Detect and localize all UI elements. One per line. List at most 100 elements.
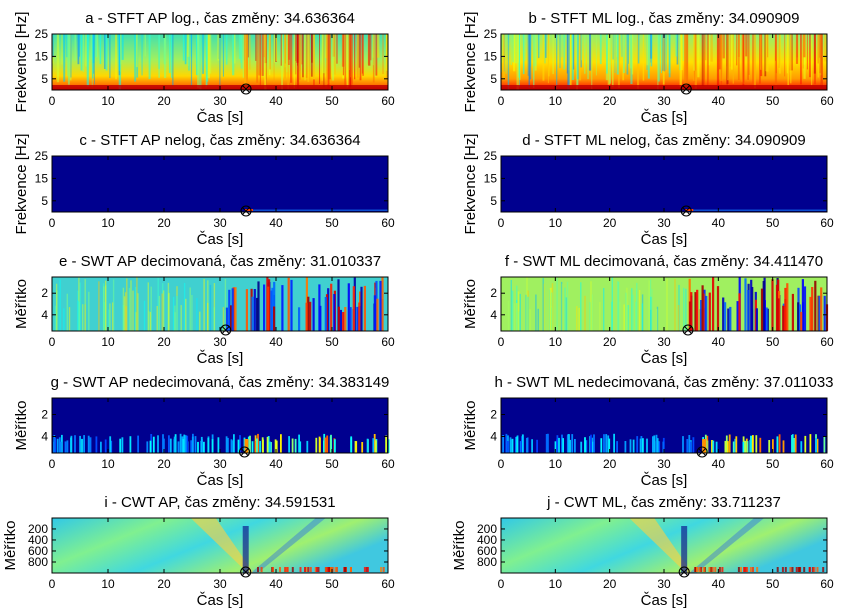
coefficient-bar <box>177 441 180 453</box>
coefficient-bar <box>110 440 113 453</box>
coefficient-bar <box>556 277 558 331</box>
y-tick-label: 2 <box>490 408 497 422</box>
coefficient-bar <box>694 292 697 331</box>
coefficient-bar <box>349 567 352 572</box>
texture-streak <box>328 34 331 83</box>
texture-streak <box>731 34 734 70</box>
coefficient-bar <box>305 302 308 331</box>
x-tick-label: 30 <box>657 94 671 108</box>
coefficient-bar <box>149 440 152 453</box>
x-tick-label: 20 <box>603 457 617 471</box>
coefficient-bar <box>352 286 355 331</box>
coefficient-bar <box>576 306 578 331</box>
coefficient-bar <box>158 295 161 331</box>
coefficient-bar <box>795 567 798 572</box>
texture-streak <box>527 34 529 76</box>
texture-streak <box>626 34 629 75</box>
texture-streak <box>791 34 793 71</box>
texture-streak <box>662 34 664 71</box>
coefficient-bar <box>537 308 539 331</box>
x-tick-label: 20 <box>603 216 617 230</box>
texture-streak <box>775 34 776 61</box>
texture-streak <box>312 34 315 80</box>
coefficient-bar <box>267 286 270 331</box>
coefficient-bar <box>755 308 758 331</box>
coefficient-bar <box>716 286 720 331</box>
x-axis-label: Čas [s] <box>641 109 688 126</box>
texture-streak <box>336 34 338 64</box>
coefficient-bar <box>291 567 294 572</box>
x-tick-label: 40 <box>712 577 726 591</box>
coefficient-bar <box>173 436 176 453</box>
texture-streak <box>350 34 352 78</box>
coefficient-bar <box>816 567 819 572</box>
x-tick-label: 20 <box>603 94 617 108</box>
y-axis-label: Frekvence [Hz] <box>13 12 30 113</box>
coefficient-bar <box>267 436 270 453</box>
coefficient-bar <box>712 277 715 331</box>
texture-streak <box>217 34 220 61</box>
coefficient-bar <box>327 288 330 331</box>
coefficient-bar <box>635 301 637 331</box>
coefficient-bar <box>726 441 729 453</box>
coefficient-bar <box>209 284 212 331</box>
coefficient-bar <box>254 441 257 453</box>
texture-streak <box>513 34 516 72</box>
texture-streak <box>232 34 235 76</box>
coefficient-bar <box>551 292 553 331</box>
y-tick-label: 2 <box>41 408 48 422</box>
texture-streak <box>354 34 356 80</box>
coefficient-bar <box>526 438 528 453</box>
coefficient-bar <box>60 441 63 453</box>
coefficient-bar <box>593 434 595 453</box>
coefficient-bar <box>578 307 580 331</box>
coefficient-bar <box>379 280 382 331</box>
coefficient-bar <box>286 567 289 572</box>
coefficient-bar <box>789 567 792 572</box>
x-tick-label: 0 <box>49 457 56 471</box>
coefficient-bar <box>222 307 225 331</box>
change-band <box>244 439 249 453</box>
texture-streak <box>377 34 380 58</box>
texture-streak <box>737 34 740 80</box>
x-tick-label: 10 <box>549 335 563 349</box>
texture-streak <box>705 34 707 61</box>
coefficient-bar <box>385 435 387 453</box>
chart-panel-h: 0 10 20 30 40 50 60 2 4 h - SWT ML nedecimovaná, … <box>462 374 834 489</box>
texture-streak <box>657 34 659 90</box>
texture-streak <box>646 34 649 66</box>
coefficient-bar <box>517 291 520 331</box>
coefficient-bar <box>360 286 363 331</box>
coefficient-bar <box>624 441 627 453</box>
coefficient-bar <box>326 435 329 453</box>
change-band <box>685 209 694 211</box>
coefficient-bar <box>791 435 793 453</box>
coefficient-bar <box>104 301 106 331</box>
texture-streak <box>795 34 799 64</box>
coefficient-bar <box>355 441 358 453</box>
chart-panel-c: 0 10 20 30 40 50 60 25 15 5 c - STFT AP nelog, čas… <box>13 132 395 248</box>
x-tick-label: 60 <box>381 457 395 471</box>
texture-streak <box>595 34 597 76</box>
texture-streak <box>542 34 545 81</box>
coefficient-bar <box>772 439 774 453</box>
x-tick-label: 60 <box>820 94 834 108</box>
x-tick-label: 60 <box>381 335 395 349</box>
x-tick-label: 30 <box>657 335 671 349</box>
y-tick-label: 25 <box>35 27 49 41</box>
x-tick-label: 10 <box>101 335 115 349</box>
coefficient-bar <box>801 279 804 331</box>
texture-streak <box>668 34 671 78</box>
chart-title: b - STFT ML log., čas změny: 34.090909 <box>529 10 800 27</box>
coefficient-bar <box>685 288 687 331</box>
texture-streak <box>341 34 345 67</box>
coefficient-bar <box>137 293 139 331</box>
coefficient-bar <box>740 567 742 572</box>
change-point-marker <box>682 324 694 336</box>
coefficient-bar <box>191 436 194 453</box>
coefficient-bar <box>83 435 85 453</box>
heatmap-background <box>52 398 388 453</box>
coefficient-bar <box>150 286 152 331</box>
coefficient-bar <box>752 435 754 453</box>
texture-streak <box>288 34 290 65</box>
